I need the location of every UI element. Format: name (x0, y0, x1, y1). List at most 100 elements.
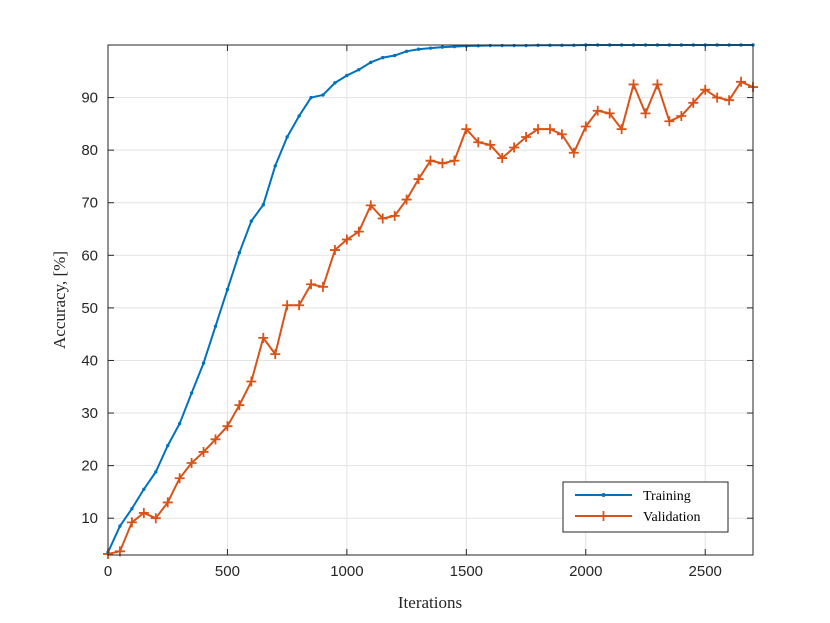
training-point (189, 391, 194, 395)
x-tick-label: 2000 (569, 563, 602, 580)
validation-point (616, 124, 627, 135)
training-point (357, 68, 361, 72)
training-point (369, 60, 373, 65)
x-tick-label: 2500 (689, 563, 722, 580)
validation-point (724, 95, 735, 106)
validation-point (198, 446, 209, 457)
training-point (166, 443, 170, 448)
training-point (440, 45, 445, 49)
training-point (381, 55, 385, 60)
validation-point (270, 349, 281, 360)
validation-point (568, 147, 579, 158)
validation-point (210, 434, 221, 445)
legend: Training Validation (562, 481, 729, 533)
validation-point (341, 234, 352, 245)
validation-point (592, 105, 603, 116)
x-tick-label: 500 (215, 563, 240, 580)
training-point (154, 470, 158, 474)
validation-point (736, 76, 747, 87)
training-point (237, 250, 242, 255)
training-point (142, 487, 146, 491)
validation-point (234, 400, 245, 411)
training-point (416, 47, 421, 51)
training-point (297, 114, 301, 118)
y-tick-label: 20 (81, 458, 98, 475)
y-tick-label: 10 (81, 510, 98, 527)
grid-lines (108, 45, 753, 555)
validation-point (544, 124, 555, 135)
validation-point (676, 110, 687, 121)
validation-point (461, 124, 472, 135)
legend-label-validation: Validation (643, 510, 701, 525)
training-point (177, 421, 182, 426)
validation-point (556, 129, 567, 140)
validation-point (365, 200, 376, 211)
training-point (524, 43, 528, 48)
validation-point (186, 457, 197, 468)
y-tick-label: 40 (81, 352, 98, 369)
training-point (225, 287, 230, 292)
validation-point (473, 137, 484, 148)
training-point (130, 507, 134, 511)
training-point (201, 361, 206, 365)
y-tick-label: 70 (81, 195, 98, 212)
validation-point (258, 332, 269, 343)
validation-point (425, 155, 436, 166)
x-tick-label: 1500 (450, 563, 483, 580)
validation-point (533, 124, 543, 135)
training-point (404, 49, 409, 54)
training-point (500, 43, 504, 48)
y-tick-label: 80 (81, 142, 98, 159)
validation-point (174, 473, 185, 484)
training-point (512, 43, 516, 48)
legend-marker-validation (598, 511, 609, 521)
validation-point (353, 226, 364, 237)
x-tick-label: 1000 (330, 563, 363, 580)
training-point (285, 135, 289, 139)
validation-point (306, 279, 317, 290)
validation-point (329, 245, 340, 256)
training-point (261, 203, 265, 207)
validation-point (318, 281, 328, 292)
plot-frame (107, 44, 754, 556)
legend-label-training: Training (643, 489, 691, 504)
validation-point (162, 497, 173, 508)
validation-point (437, 158, 448, 169)
y-tick-label: 60 (81, 247, 98, 264)
training-point (488, 43, 492, 48)
training-point (452, 44, 457, 49)
training-point (428, 46, 433, 50)
validation-point (138, 507, 149, 518)
validation-point (389, 210, 400, 221)
x-axis-title: Iterations (398, 593, 462, 612)
validation-point (246, 376, 257, 387)
training-point (309, 95, 313, 100)
training-point (392, 53, 397, 58)
legend-items (575, 493, 632, 521)
legend-box (562, 481, 729, 533)
validation-point (497, 153, 508, 164)
validation-point (664, 116, 675, 127)
training-point (273, 164, 277, 168)
validation-point (126, 517, 137, 528)
y-tick-label: 50 (81, 300, 98, 317)
training-point (333, 81, 337, 85)
training-point (118, 524, 122, 528)
validation-point (413, 174, 424, 185)
axis-ticks: 0 500 1000 1500 2000 2500 10 20 30 40 50 60 70 80 90 (81, 45, 753, 580)
validation-point (150, 513, 161, 524)
validation-point (628, 79, 639, 90)
validation-point (377, 213, 388, 224)
legend-marker-training (601, 493, 606, 497)
training-point (321, 93, 325, 97)
validation-point (712, 92, 723, 103)
y-axis-title: Accuracy, [%] (50, 251, 69, 349)
validation-point (604, 108, 615, 119)
training-point (249, 219, 254, 223)
validation-point (449, 155, 460, 166)
validation-point (652, 79, 663, 90)
validation-point (688, 97, 699, 108)
plot-area (108, 45, 753, 555)
validation-point (485, 139, 496, 150)
